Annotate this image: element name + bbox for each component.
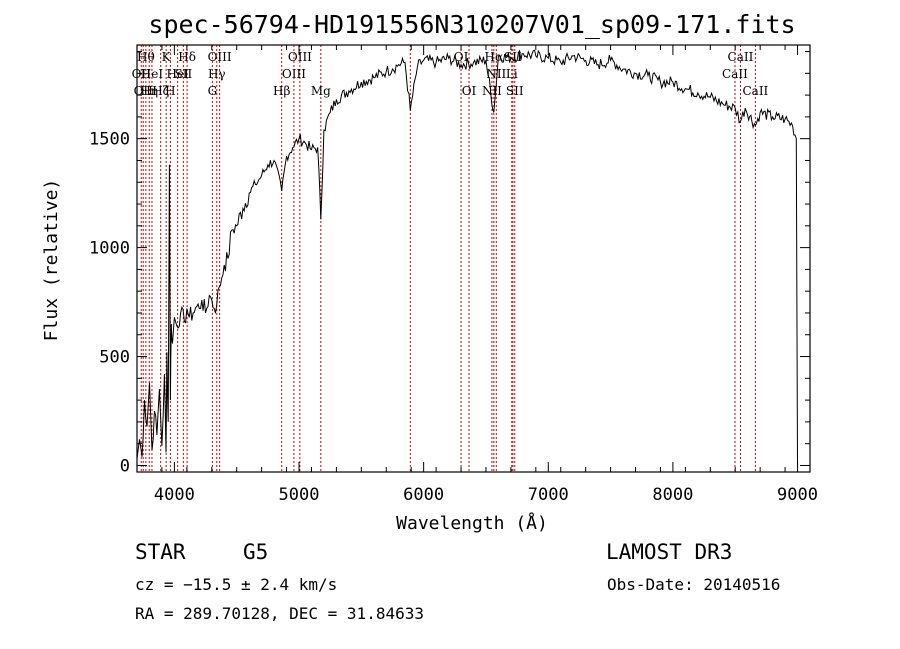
line-label: Hβ [273, 84, 290, 98]
x-tick-label: 8000 [652, 485, 693, 505]
x-tick-label: 7000 [528, 485, 569, 505]
line-label: CaII [722, 67, 748, 81]
line-label: SII [506, 84, 524, 98]
x-axis-label: Wavelength (Å) [396, 512, 548, 534]
line-label: Hη [140, 84, 158, 98]
line-label: HeI [166, 67, 189, 81]
line-label: NII [486, 67, 506, 81]
line-label: G [208, 84, 218, 98]
line-label: H [165, 84, 175, 98]
x-tick-label: 4000 [154, 485, 195, 505]
radial-velocity: cz = −15.5 ± 2.4 km/s [135, 575, 338, 594]
line-label: K [162, 50, 172, 64]
line-label: Hγ [208, 67, 226, 81]
line-label: Hθ [137, 50, 155, 64]
object-subclass: G5 [243, 540, 269, 564]
y-tick-label: 1000 [89, 239, 130, 259]
y-axis-label: Flux (relative) [41, 179, 62, 342]
line-label: Hδ [178, 50, 196, 64]
line-label: CaII [742, 84, 768, 98]
survey-name: LAMOST DR3 [606, 540, 733, 564]
y-tick-label: 500 [99, 348, 130, 368]
line-label: Hζ [152, 84, 169, 98]
line-label: Li [506, 67, 518, 81]
line-label: OI [462, 84, 477, 98]
spectrum-line [136, 49, 798, 466]
coordinates: RA = 289.70128, DEC = 31.84633 [135, 604, 424, 623]
line-label: HeI [141, 67, 164, 81]
plot-frame [136, 44, 811, 473]
line-label: OIII [208, 50, 232, 64]
axis-ticks: 4000 5000 6000 7000 8000 9000 0 500 1000 1500 [89, 45, 818, 505]
line-label: SII [175, 67, 193, 81]
line-label: NII [482, 84, 502, 98]
x-tick-label: 5000 [279, 485, 320, 505]
x-tick-label: 9000 [777, 485, 818, 505]
line-label: CaII [728, 50, 754, 64]
x-tick-label: 6000 [403, 485, 444, 505]
observation-date: Obs-Date: 20140516 [607, 575, 781, 594]
spectrum-series [136, 49, 798, 466]
line-label: Mg [311, 84, 331, 98]
line-label: OIII [288, 50, 312, 64]
line-label: OI [454, 50, 469, 64]
object-class: STAR [135, 540, 186, 564]
line-label: OIII [282, 67, 306, 81]
y-tick-label: 0 [120, 456, 130, 476]
y-tick-label: 1500 [89, 130, 130, 150]
spectral-line-markers [140, 45, 756, 472]
line-label: OII [134, 84, 154, 98]
chart-title: spec-56794-HD191556N310207V01_sp09-171.f… [148, 10, 795, 39]
